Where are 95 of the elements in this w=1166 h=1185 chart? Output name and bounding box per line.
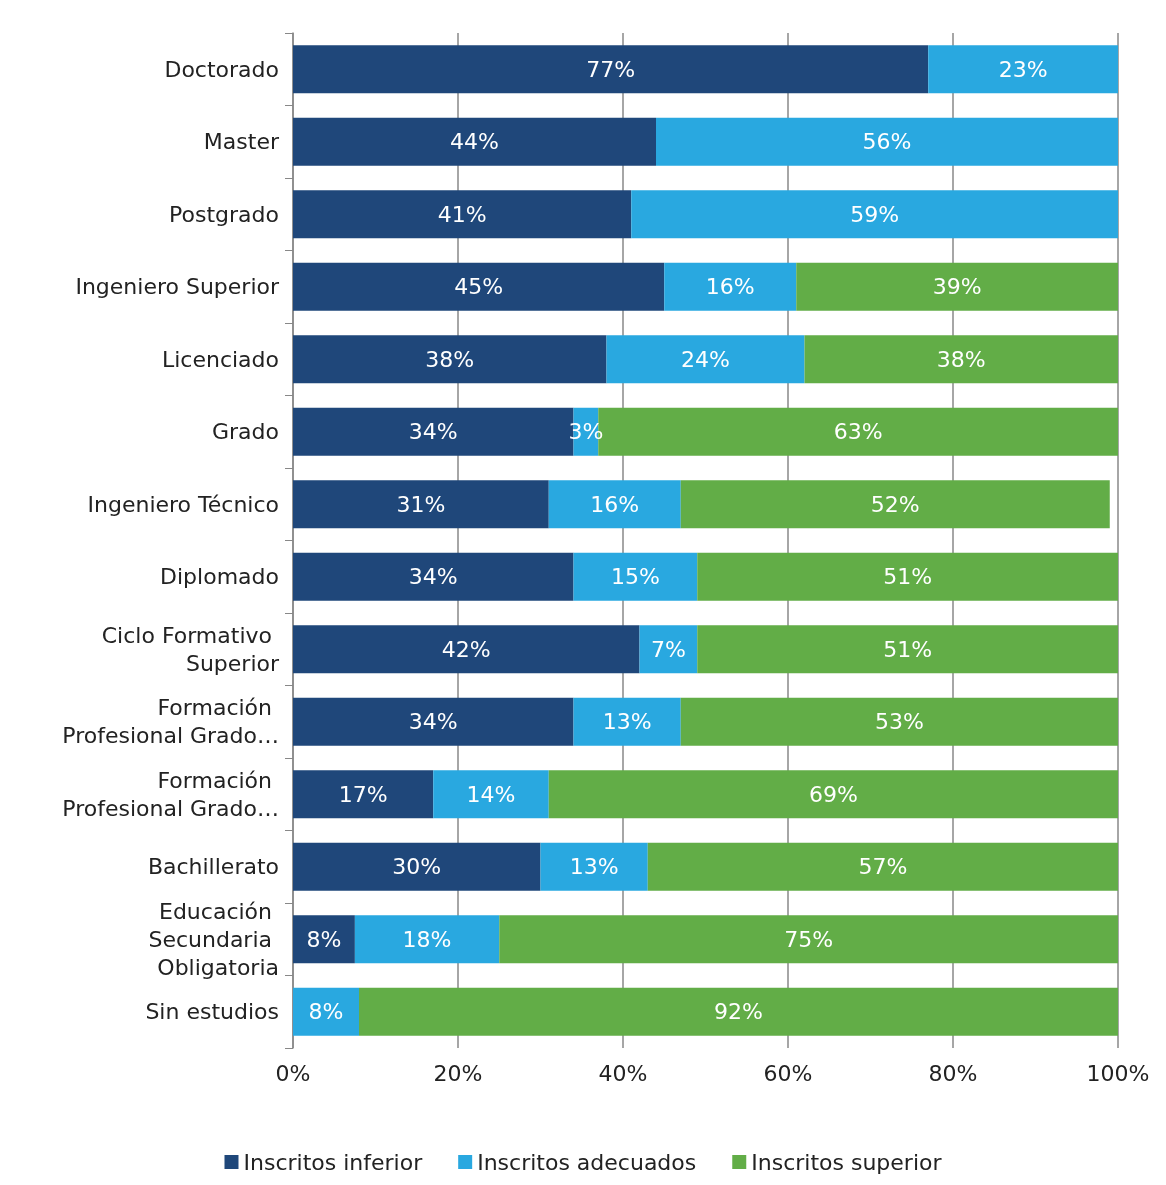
bar	[796, 262, 1118, 311]
bar	[680, 697, 1118, 746]
data-label: 38%	[425, 346, 475, 372]
y-tick-label: Formación Profesional Grado…	[62, 695, 279, 749]
bar	[573, 552, 698, 601]
data-label: 13%	[569, 854, 619, 880]
data-label: 42%	[441, 636, 491, 662]
bar	[293, 480, 549, 529]
bar	[293, 915, 355, 964]
data-label: 7%	[650, 636, 686, 662]
bar	[433, 770, 549, 819]
bar	[606, 335, 805, 384]
y-tick-label: Bachillerato	[147, 854, 279, 880]
data-label: 63%	[833, 419, 883, 445]
data-label: 51%	[883, 564, 933, 590]
bar	[697, 625, 1118, 674]
data-label: 16%	[590, 491, 640, 517]
data-label: 34%	[408, 564, 458, 590]
data-label: 17%	[338, 781, 388, 807]
data-label: 41%	[437, 201, 487, 227]
data-label: 23%	[998, 56, 1048, 82]
data-label: 13%	[602, 709, 652, 735]
y-tick-label: Grado	[212, 419, 279, 445]
bar	[928, 45, 1118, 94]
data-label: 14%	[466, 781, 516, 807]
y-tick-label: Doctorado	[164, 56, 279, 82]
bar	[293, 552, 574, 601]
bar	[293, 625, 640, 674]
bar	[664, 262, 797, 311]
data-label: 59%	[850, 201, 900, 227]
data-label: 69%	[808, 781, 858, 807]
bar	[573, 697, 681, 746]
bar	[293, 117, 656, 166]
legend-label: Inscritos adecuados	[477, 1149, 697, 1175]
y-tick-label: Educación Secundaria Obligatoria	[148, 898, 279, 980]
data-label: 56%	[862, 129, 912, 155]
data-label: 39%	[932, 274, 982, 300]
bar	[697, 552, 1118, 601]
bar	[639, 625, 698, 674]
data-label: 15%	[610, 564, 660, 590]
y-tick-label: Formación Profesional Grado…	[62, 767, 279, 821]
bar	[359, 987, 1118, 1036]
data-label: 53%	[874, 709, 924, 735]
legend-label: Inscritos superior	[751, 1149, 943, 1175]
data-label: 77%	[586, 56, 636, 82]
y-tick-label: Master	[203, 129, 280, 155]
data-label: 45%	[454, 274, 504, 300]
data-label: 92%	[714, 999, 763, 1025]
data-label: 75%	[784, 926, 834, 952]
x-tick-label: 0%	[275, 1060, 311, 1086]
bar	[804, 335, 1118, 384]
bar	[293, 842, 541, 891]
y-tick-label: Diplomado	[160, 564, 279, 590]
bar	[293, 987, 359, 1036]
bar	[656, 117, 1118, 166]
data-label: 52%	[870, 491, 920, 517]
y-tick-label: Sin estudios	[145, 999, 279, 1025]
y-tick-label: Licenciado	[161, 346, 279, 372]
bar	[293, 262, 665, 311]
data-label: 34%	[408, 419, 458, 445]
data-label: 18%	[402, 926, 452, 952]
bar	[631, 190, 1118, 239]
x-tick-label: 60%	[763, 1060, 813, 1086]
data-label: 16%	[705, 274, 755, 300]
bar	[293, 770, 434, 819]
y-tick-label: Ingeniero Técnico	[87, 491, 279, 517]
data-label: 24%	[681, 346, 730, 372]
bar	[548, 770, 1118, 819]
bar	[293, 45, 929, 94]
bar	[293, 190, 632, 239]
data-label: 44%	[450, 129, 499, 155]
bar	[548, 480, 681, 529]
bar	[354, 915, 500, 964]
data-label: 51%	[883, 636, 933, 662]
bar	[647, 842, 1118, 891]
x-tick-label: 20%	[433, 1060, 483, 1086]
bar	[540, 842, 648, 891]
bar	[293, 335, 607, 384]
bar	[293, 697, 574, 746]
y-tick-label: Postgrado	[169, 201, 279, 227]
x-tick-label: 40%	[598, 1060, 648, 1086]
x-tick-label: 100%	[1086, 1060, 1150, 1086]
data-label: 30%	[392, 854, 442, 880]
data-label: 34%	[408, 709, 458, 735]
bar	[680, 480, 1110, 529]
data-label: 38%	[936, 346, 986, 372]
legend-label: Inscritos inferior	[243, 1149, 424, 1175]
data-label: 8%	[308, 999, 344, 1025]
y-tick-label: Ciclo Formativo Superior	[101, 622, 280, 676]
data-label: 57%	[858, 854, 908, 880]
x-tick-label: 80%	[928, 1060, 978, 1086]
bar	[499, 915, 1118, 964]
data-label: 31%	[396, 491, 446, 517]
data-label: 8%	[306, 926, 342, 952]
y-tick-label: Ingeniero Superior	[75, 274, 280, 300]
